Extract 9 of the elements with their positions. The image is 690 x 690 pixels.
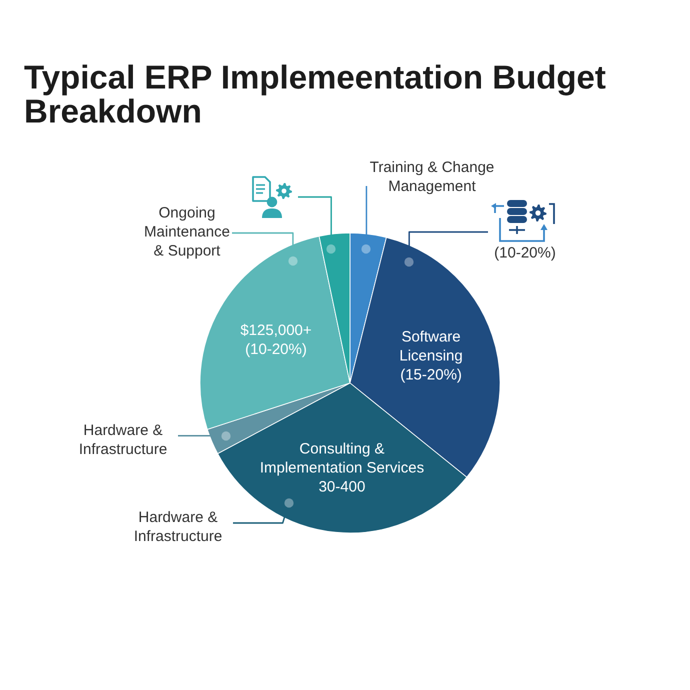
slice-label: Hardware & Infrastructure	[134, 509, 222, 545]
text: $125,000+ (10-20%)	[240, 322, 312, 358]
slice-label: Ongoing Maintenance & Support	[144, 204, 230, 260]
chart-title: Typical ERP Implemeentation Budget Breakdown	[24, 58, 606, 130]
slice-label: (10-20%)	[494, 244, 556, 262]
slice-label: Training & Change Management	[370, 159, 494, 195]
slice-label: Hardware & Infrastructure	[78, 422, 168, 458]
text: Software Licensing (15-20%)	[399, 328, 463, 384]
text: Consulting & Implementation Services 30-400	[260, 440, 424, 496]
